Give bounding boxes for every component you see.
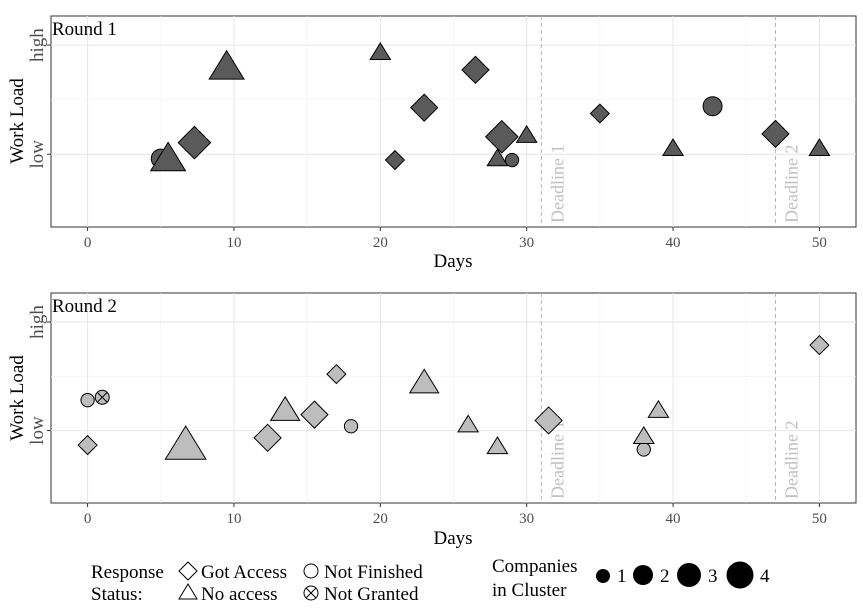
legend-size-2-icon — [633, 565, 653, 585]
point-diamond — [809, 334, 830, 356]
legend-triangle-icon — [178, 583, 198, 600]
legend-label-not-finished: Not Finished — [324, 562, 423, 583]
point-triangle — [208, 49, 245, 80]
legend-response-title: Status: — [91, 584, 143, 605]
x-tick-label: 20 — [373, 235, 388, 251]
y-tick-label: low — [27, 416, 48, 445]
legend-label-no-access: No access — [201, 584, 278, 605]
y-axis-label: Work Load — [7, 355, 28, 441]
x-tick-label: 0 — [84, 511, 92, 527]
x-tick-label: 40 — [666, 235, 681, 251]
point-triangle — [408, 368, 440, 394]
x-axis-label: Days — [433, 251, 472, 272]
point-triangle — [808, 138, 831, 157]
point-diamond — [589, 103, 611, 124]
x-tick-label: 30 — [519, 511, 534, 527]
legend-size-title: Companies — [492, 556, 578, 577]
point-triangle — [486, 436, 509, 455]
point-crossed-circle — [94, 389, 110, 405]
point-triangle — [632, 425, 655, 444]
legend-size-title: in Cluster — [492, 580, 567, 601]
x-tick-label: 50 — [812, 235, 827, 251]
point-diamond — [177, 125, 212, 160]
point-triangle — [662, 138, 685, 157]
y-ticks: low high — [27, 28, 51, 169]
y-tick-label: high — [27, 305, 48, 339]
deadlines: Deadline 1 Deadline 2 — [540, 293, 802, 503]
grid — [51, 293, 856, 503]
point-triangle — [164, 425, 207, 460]
y-ticks: low high — [27, 305, 51, 445]
x-tick-label: 50 — [812, 511, 827, 527]
y-tick-label: high — [27, 28, 48, 62]
legend-size-1-label: 1 — [617, 566, 627, 587]
point-diamond — [761, 119, 790, 149]
panel-label: Round 2 — [52, 296, 117, 317]
legend-size-3-icon — [677, 563, 701, 587]
y-tick-label: low — [27, 140, 48, 169]
legend-size-4-icon — [726, 561, 754, 589]
legend: Response Status: Got Access Not Finished… — [91, 556, 770, 605]
legend-response-title: Response — [91, 562, 164, 583]
point-diamond — [484, 119, 519, 154]
legend-size-1-icon — [596, 569, 610, 583]
point-triangle — [457, 414, 480, 433]
point-circle — [80, 393, 95, 408]
x-axis-label: Days — [433, 528, 472, 549]
point-triangle — [647, 399, 670, 418]
point-circle — [343, 419, 359, 434]
x-tick-label: 0 — [84, 235, 92, 251]
x-tick-label: 40 — [666, 511, 681, 527]
point-diamond — [77, 434, 98, 456]
deadline-label: Deadline 1 — [547, 145, 567, 223]
x-tick-label: 30 — [519, 235, 534, 251]
deadline-label: Deadline 1 — [547, 421, 567, 499]
point-triangle — [149, 141, 187, 172]
legend-size-2-label: 2 — [660, 566, 670, 587]
point-diamond — [384, 149, 406, 171]
point-triangle — [269, 395, 301, 421]
legend-size-4-label: 4 — [760, 566, 770, 587]
point-diamond — [461, 55, 490, 85]
point-circle — [504, 152, 520, 168]
point-diamond — [410, 93, 439, 122]
points — [149, 41, 831, 172]
panel-round-1: Deadline 1 Deadline 2 Round 1 0 10 20 30 40 50… — [7, 15, 857, 272]
point-triangle — [486, 148, 509, 167]
panel-label: Round 1 — [52, 19, 117, 40]
x-tick-label: 10 — [226, 511, 241, 527]
deadline-label: Deadline 2 — [782, 145, 802, 223]
x-tick-label: 20 — [373, 511, 388, 527]
legend-circle-icon — [303, 563, 319, 579]
legend-label-not-granted: Not Granted — [324, 584, 419, 605]
legend-label-got-access: Got Access — [201, 562, 287, 583]
legend-diamond-icon — [178, 561, 198, 581]
y-axis-label: Work Load — [7, 78, 28, 164]
panel-round-2: Deadline 1 Deadline 2 Round 2 0 10 20 30 40 50… — [7, 292, 857, 549]
point-diamond — [326, 363, 347, 385]
points — [77, 334, 830, 460]
point-diamond — [300, 400, 329, 429]
point-circle — [636, 442, 651, 457]
point-circle — [702, 96, 723, 117]
point-triangle — [369, 41, 392, 60]
legend-size-3-label: 3 — [708, 566, 718, 587]
legend-crossed-circle-icon — [303, 585, 319, 601]
point-triangle — [515, 124, 538, 143]
point-diamond — [253, 423, 282, 453]
x-ticks: 0 10 20 30 40 50 — [84, 503, 827, 527]
point-diamond — [534, 406, 563, 435]
x-tick-label: 10 — [226, 235, 241, 251]
x-ticks: 0 10 20 30 40 50 — [84, 227, 827, 251]
deadline-label: Deadline 2 — [782, 421, 802, 499]
